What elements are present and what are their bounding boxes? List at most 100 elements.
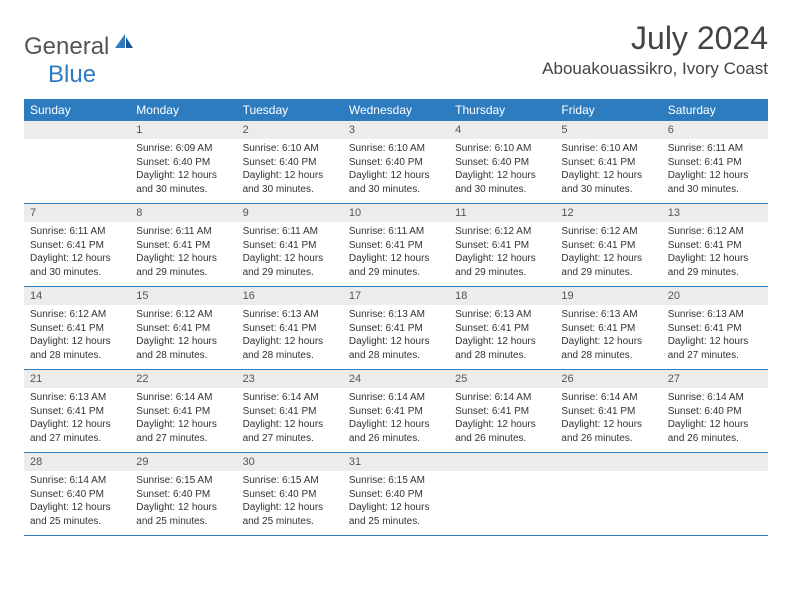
month-title: July 2024: [542, 20, 768, 57]
day-body: Sunrise: 6:11 AMSunset: 6:41 PMDaylight:…: [24, 222, 130, 283]
day-cell: [662, 453, 768, 535]
day-number: 28: [24, 453, 130, 471]
day-cell: 3Sunrise: 6:10 AMSunset: 6:40 PMDaylight…: [343, 121, 449, 203]
day-body: Sunrise: 6:10 AMSunset: 6:40 PMDaylight:…: [237, 139, 343, 200]
week-row: 21Sunrise: 6:13 AMSunset: 6:41 PMDayligh…: [24, 370, 768, 453]
sunrise-text: Sunrise: 6:13 AM: [30, 391, 124, 405]
daylight-text: Daylight: 12 hours and 26 minutes.: [668, 418, 762, 445]
day-number: 15: [130, 287, 236, 305]
day-cell: 24Sunrise: 6:14 AMSunset: 6:41 PMDayligh…: [343, 370, 449, 452]
day-cell: 9Sunrise: 6:11 AMSunset: 6:41 PMDaylight…: [237, 204, 343, 286]
daylight-text: Daylight: 12 hours and 26 minutes.: [349, 418, 443, 445]
day-cell: 22Sunrise: 6:14 AMSunset: 6:41 PMDayligh…: [130, 370, 236, 452]
week-row: 7Sunrise: 6:11 AMSunset: 6:41 PMDaylight…: [24, 204, 768, 287]
daylight-text: Daylight: 12 hours and 25 minutes.: [349, 501, 443, 528]
day-number: 25: [449, 370, 555, 388]
day-cell: 2Sunrise: 6:10 AMSunset: 6:40 PMDaylight…: [237, 121, 343, 203]
day-body: Sunrise: 6:12 AMSunset: 6:41 PMDaylight:…: [24, 305, 130, 366]
sunset-text: Sunset: 6:41 PM: [455, 405, 549, 419]
daylight-text: Daylight: 12 hours and 30 minutes.: [30, 252, 124, 279]
day-cell: [24, 121, 130, 203]
day-body: Sunrise: 6:13 AMSunset: 6:41 PMDaylight:…: [24, 388, 130, 449]
day-number: 31: [343, 453, 449, 471]
daylight-text: Daylight: 12 hours and 27 minutes.: [136, 418, 230, 445]
sunset-text: Sunset: 6:41 PM: [243, 239, 337, 253]
daylight-text: Daylight: 12 hours and 25 minutes.: [136, 501, 230, 528]
daylight-text: Daylight: 12 hours and 29 minutes.: [136, 252, 230, 279]
sunset-text: Sunset: 6:40 PM: [136, 488, 230, 502]
logo-sail-icon: [113, 32, 135, 55]
day-number: 13: [662, 204, 768, 222]
day-number: 24: [343, 370, 449, 388]
day-number: 14: [24, 287, 130, 305]
daylight-text: Daylight: 12 hours and 27 minutes.: [30, 418, 124, 445]
sunrise-text: Sunrise: 6:11 AM: [668, 142, 762, 156]
daylight-text: Daylight: 12 hours and 25 minutes.: [30, 501, 124, 528]
daylight-text: Daylight: 12 hours and 30 minutes.: [561, 169, 655, 196]
sunset-text: Sunset: 6:41 PM: [561, 322, 655, 336]
sunrise-text: Sunrise: 6:13 AM: [243, 308, 337, 322]
sunset-text: Sunset: 6:40 PM: [668, 405, 762, 419]
sunrise-text: Sunrise: 6:15 AM: [349, 474, 443, 488]
sunset-text: Sunset: 6:40 PM: [455, 156, 549, 170]
day-number: 16: [237, 287, 343, 305]
day-number: 27: [662, 370, 768, 388]
day-number: 26: [555, 370, 661, 388]
day-header: Sunday: [24, 99, 130, 121]
day-number: 1: [130, 121, 236, 139]
daylight-text: Daylight: 12 hours and 28 minutes.: [136, 335, 230, 362]
daylight-text: Daylight: 12 hours and 26 minutes.: [561, 418, 655, 445]
day-body: Sunrise: 6:11 AMSunset: 6:41 PMDaylight:…: [343, 222, 449, 283]
daylight-text: Daylight: 12 hours and 28 minutes.: [349, 335, 443, 362]
logo-text-blue: Blue: [48, 61, 96, 89]
sunrise-text: Sunrise: 6:11 AM: [30, 225, 124, 239]
title-block: July 2024 Abouakouassikro, Ivory Coast: [542, 20, 768, 79]
day-number: 3: [343, 121, 449, 139]
day-number: 20: [662, 287, 768, 305]
sunrise-text: Sunrise: 6:09 AM: [136, 142, 230, 156]
day-header: Wednesday: [343, 99, 449, 121]
sunrise-text: Sunrise: 6:11 AM: [136, 225, 230, 239]
day-body: Sunrise: 6:11 AMSunset: 6:41 PMDaylight:…: [662, 139, 768, 200]
day-cell: 19Sunrise: 6:13 AMSunset: 6:41 PMDayligh…: [555, 287, 661, 369]
week-row: 1 Sunrise: 6:09 AM Sunset: 6:40 PM Daylight…: [24, 121, 768, 204]
daylight-text: Daylight: 12 hours and 28 minutes.: [30, 335, 124, 362]
sunrise-text: Sunrise: 6:12 AM: [668, 225, 762, 239]
logo-text-general: General: [24, 33, 109, 61]
daylight-text: Daylight: 12 hours and 29 minutes.: [243, 252, 337, 279]
day-body: Sunrise: 6:13 AMSunset: 6:41 PMDaylight:…: [662, 305, 768, 366]
sunset-text: Sunset: 6:41 PM: [561, 405, 655, 419]
day-number: 8: [130, 204, 236, 222]
daylight-text: Daylight: 12 hours and 28 minutes.: [561, 335, 655, 362]
day-header: Thursday: [449, 99, 555, 121]
day-number: 18: [449, 287, 555, 305]
sunset-text: Sunset: 6:41 PM: [136, 239, 230, 253]
day-cell: 10Sunrise: 6:11 AMSunset: 6:41 PMDayligh…: [343, 204, 449, 286]
day-number: 21: [24, 370, 130, 388]
day-number: 4: [449, 121, 555, 139]
day-cell: 4Sunrise: 6:10 AMSunset: 6:40 PMDaylight…: [449, 121, 555, 203]
sunrise-text: Sunrise: 6:11 AM: [349, 225, 443, 239]
day-body: [449, 471, 555, 531]
sunset-text: Sunset: 6:41 PM: [136, 322, 230, 336]
day-number: 12: [555, 204, 661, 222]
sunrise-text: Sunrise: 6:14 AM: [349, 391, 443, 405]
day-cell: 29Sunrise: 6:15 AMSunset: 6:40 PMDayligh…: [130, 453, 236, 535]
sunset-text: Sunset: 6:41 PM: [668, 239, 762, 253]
day-body: Sunrise: 6:12 AMSunset: 6:41 PMDaylight:…: [130, 305, 236, 366]
day-cell: 15Sunrise: 6:12 AMSunset: 6:41 PMDayligh…: [130, 287, 236, 369]
sunrise-text: Sunrise: 6:11 AM: [243, 225, 337, 239]
day-number: [449, 453, 555, 471]
sunrise-text: Sunrise: 6:15 AM: [243, 474, 337, 488]
sunrise-text: Sunrise: 6:14 AM: [668, 391, 762, 405]
week-row: 28Sunrise: 6:14 AMSunset: 6:40 PMDayligh…: [24, 453, 768, 536]
day-header: Tuesday: [237, 99, 343, 121]
daylight-text: Daylight: 12 hours and 27 minutes.: [243, 418, 337, 445]
day-body: Sunrise: 6:14 AMSunset: 6:41 PMDaylight:…: [237, 388, 343, 449]
day-number: 11: [449, 204, 555, 222]
logo: General: [24, 20, 137, 61]
day-body: [662, 471, 768, 531]
day-number: [555, 453, 661, 471]
day-cell: 21Sunrise: 6:13 AMSunset: 6:41 PMDayligh…: [24, 370, 130, 452]
day-body: Sunrise: 6:11 AMSunset: 6:41 PMDaylight:…: [130, 222, 236, 283]
